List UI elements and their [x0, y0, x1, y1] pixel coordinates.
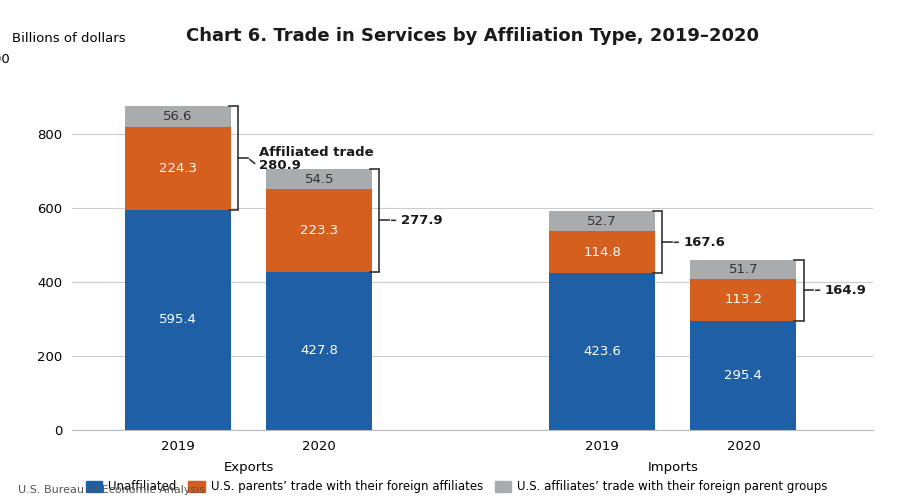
Text: 280.9: 280.9 — [259, 158, 302, 172]
Text: 1,000: 1,000 — [0, 54, 11, 66]
Text: Billions of dollars: Billions of dollars — [12, 32, 126, 45]
Text: 54.5: 54.5 — [304, 172, 334, 186]
Text: 113.2: 113.2 — [724, 294, 762, 306]
Text: 164.9: 164.9 — [824, 284, 867, 296]
Text: 295.4: 295.4 — [724, 369, 762, 382]
Text: 52.7: 52.7 — [588, 214, 617, 228]
Bar — [690, 320, 796, 430]
Text: U.S. Bureau of Economic Analysis: U.S. Bureau of Economic Analysis — [18, 485, 205, 495]
Text: 51.7: 51.7 — [729, 263, 758, 276]
Text: 167.6: 167.6 — [683, 236, 725, 249]
Text: 223.3: 223.3 — [301, 224, 338, 237]
Legend: Unaffiliated, U.S. parents’ trade with their foreign affiliates, U.S. affiliates: Unaffiliated, U.S. parents’ trade with t… — [81, 476, 833, 498]
Bar — [549, 231, 655, 274]
Bar — [125, 210, 231, 430]
Text: 423.6: 423.6 — [583, 345, 621, 358]
Text: 595.4: 595.4 — [159, 314, 197, 326]
Text: 427.8: 427.8 — [301, 344, 338, 358]
Bar — [549, 274, 655, 430]
Bar — [266, 272, 373, 430]
Bar — [125, 106, 231, 126]
Bar — [266, 189, 373, 272]
Text: Affiliated trade: Affiliated trade — [259, 146, 374, 158]
Text: Exports: Exports — [223, 462, 274, 474]
Text: Imports: Imports — [647, 462, 698, 474]
Bar — [690, 260, 796, 279]
Bar — [125, 126, 231, 210]
Text: 224.3: 224.3 — [159, 162, 197, 174]
Bar — [690, 279, 796, 320]
Bar — [549, 212, 655, 231]
Text: 56.6: 56.6 — [163, 110, 193, 122]
Text: 114.8: 114.8 — [583, 246, 621, 258]
Title: Chart 6. Trade in Services by Affiliation Type, 2019–2020: Chart 6. Trade in Services by Affiliatio… — [186, 26, 759, 44]
Bar — [266, 169, 373, 189]
Text: 277.9: 277.9 — [400, 214, 442, 227]
